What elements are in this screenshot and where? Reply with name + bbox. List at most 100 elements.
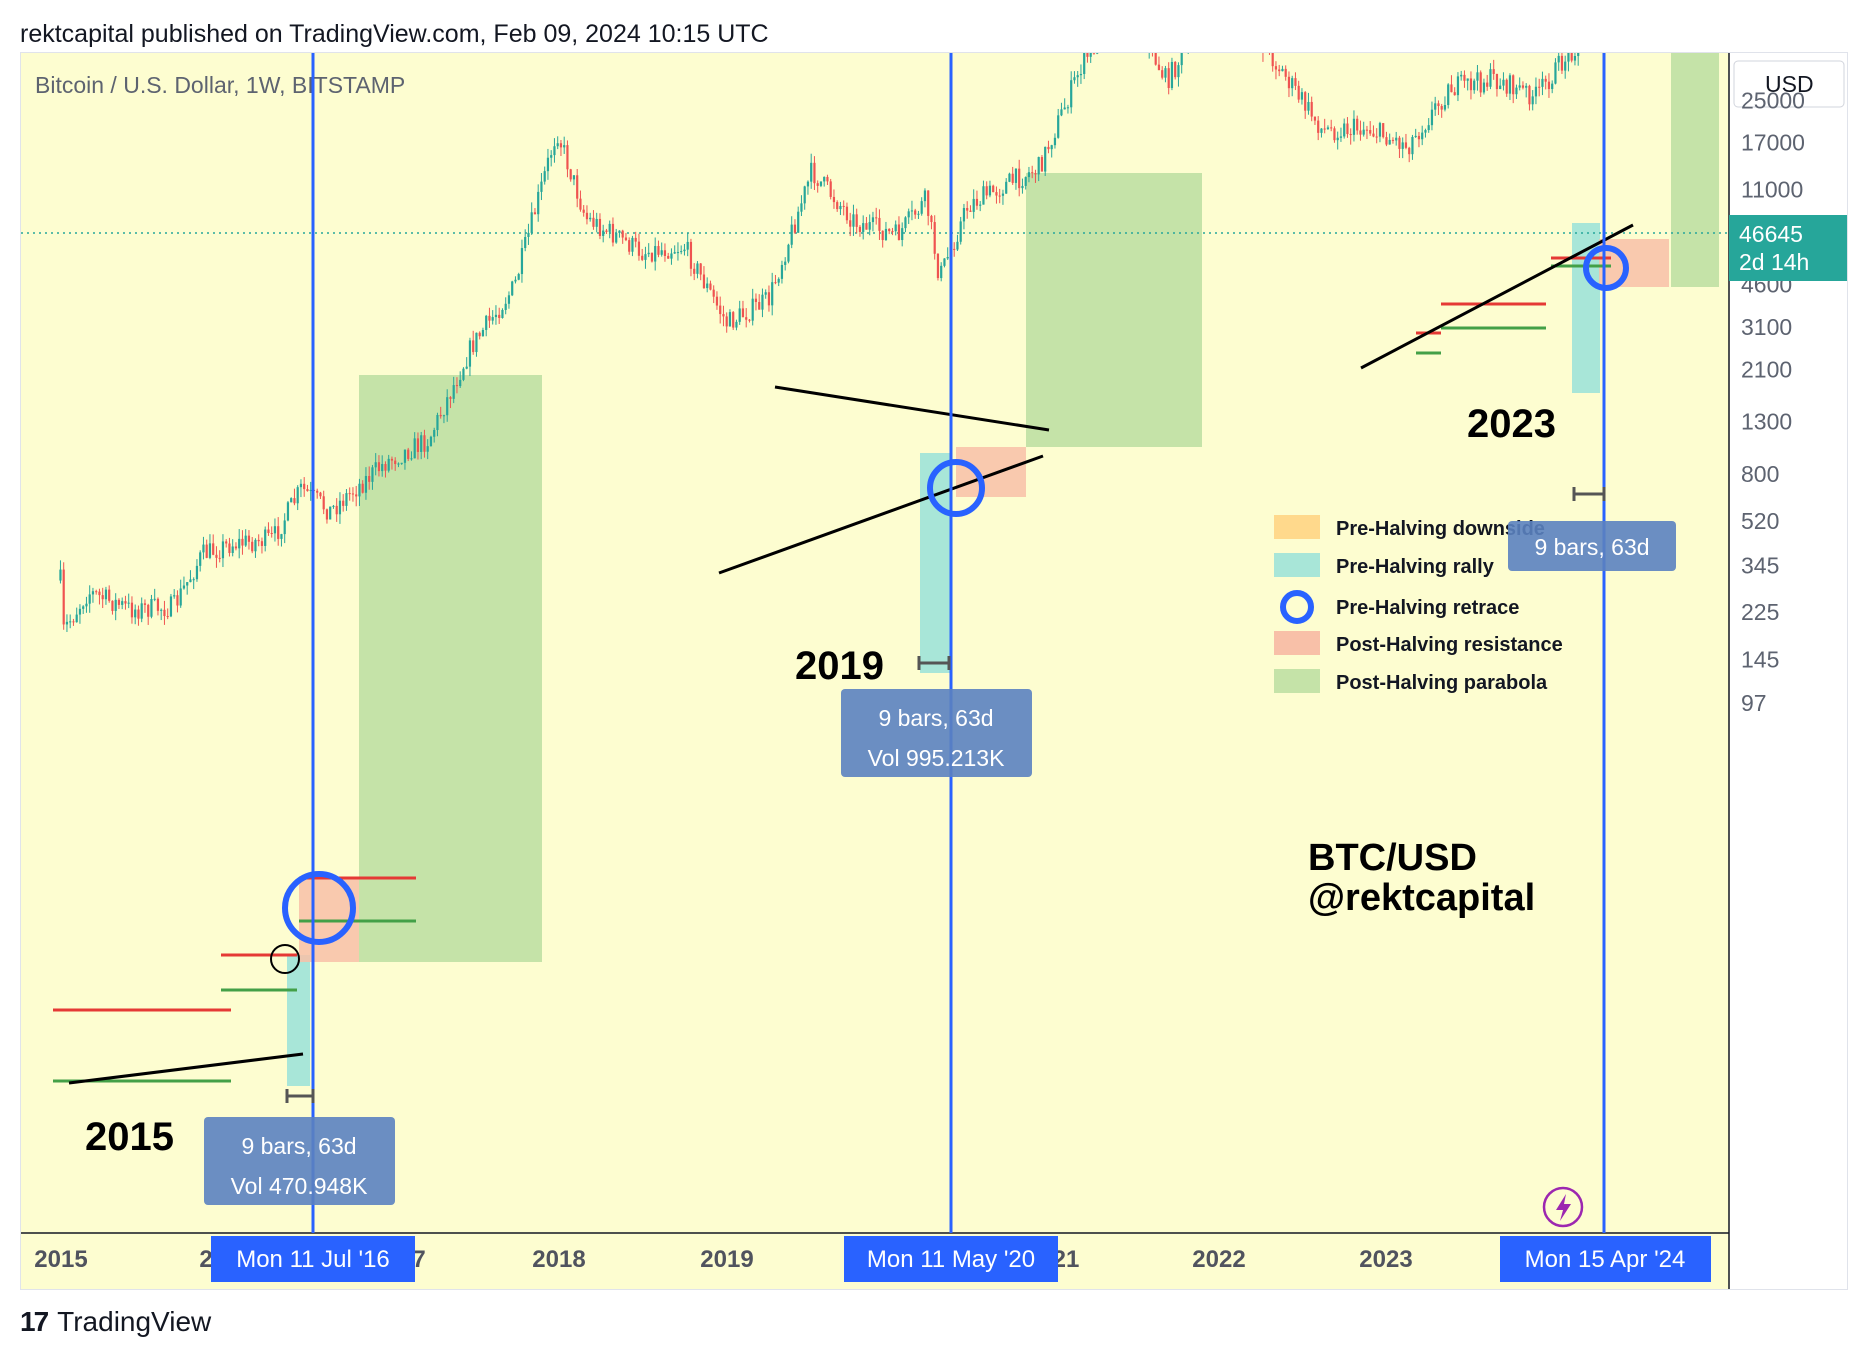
candle-body-296 — [1021, 185, 1024, 189]
candle-body-124 — [462, 368, 465, 380]
candle-body-123 — [459, 379, 462, 387]
candle-body-428 — [1450, 84, 1453, 93]
price-tick-0: 97 — [1741, 690, 1767, 716]
retrace-circles — [270, 245, 1629, 974]
post-halving-parabola-zone-2020 — [1026, 173, 1202, 447]
candle-body-287 — [992, 185, 995, 193]
time-tick-4: 2019 — [700, 1246, 753, 1273]
price-tick-12: 17000 — [1741, 129, 1805, 155]
legend: Pre-Halving downside Pre-Halving rally P… — [1274, 515, 1563, 694]
candle-body-166 — [598, 218, 602, 236]
candle-body-191 — [680, 251, 683, 253]
candle-body-382 — [1300, 92, 1304, 100]
candle-body-16 — [111, 600, 114, 611]
candle-body-412 — [1398, 137, 1401, 149]
price-chart[interactable]: Bitcoin / U.S. Dollar, 1W, BITSTAMP 2015… — [21, 53, 1848, 1290]
candle-body-20 — [124, 601, 127, 604]
measure-callout-2020-box — [841, 689, 1032, 777]
candle-body-421 — [1427, 125, 1430, 131]
candle-body-108 — [410, 458, 413, 460]
candle-body-21 — [127, 602, 130, 604]
candle-body-69 — [283, 520, 286, 535]
post-halving-parabola-zone-2016 — [359, 375, 542, 962]
candle-body-115 — [433, 430, 436, 437]
candle-body-267 — [927, 190, 930, 216]
candle-body-456 — [1541, 78, 1544, 87]
candle-body-33 — [166, 616, 169, 618]
candle-body-47 — [212, 543, 215, 555]
candle-body-385 — [1310, 101, 1313, 117]
candle-body-57 — [244, 535, 247, 546]
candle-body-152 — [553, 146, 556, 156]
candle-body-133 — [491, 317, 494, 321]
candle-body-52 — [228, 543, 231, 553]
measure-brackets — [285, 487, 1606, 1103]
candle-body-260 — [904, 217, 907, 229]
candle-body-134 — [494, 314, 498, 318]
candle-body-83 — [329, 506, 332, 520]
candle-body-153 — [556, 143, 559, 147]
candle-body-249 — [868, 222, 871, 230]
candle-body-85 — [335, 505, 338, 515]
candle-body-126 — [468, 340, 472, 367]
candle-body-292 — [1008, 173, 1011, 182]
candle-body-215 — [758, 302, 761, 310]
candle-body-175 — [628, 240, 631, 252]
footer: 17 TradingView — [20, 1306, 211, 1338]
halving-date-marker-2016: Mon 11 Jul '16 — [236, 1246, 390, 1273]
candle-body-343 — [1174, 61, 1177, 78]
candle-body-129 — [478, 332, 481, 337]
price-tick-3: 345 — [1741, 552, 1779, 578]
currency-button[interactable] — [1733, 60, 1845, 108]
candle-body-104 — [397, 463, 400, 465]
candle-body-23 — [134, 609, 137, 618]
candle-body-79 — [316, 490, 319, 493]
candle-body-405 — [1375, 136, 1378, 138]
candle-body-204 — [722, 314, 725, 317]
candle-body-229 — [803, 186, 806, 204]
price-axis[interactable]: USD 971452253455208001300210031004600700… — [1733, 53, 1845, 716]
candle-body-430 — [1456, 76, 1460, 96]
candle-body-55 — [238, 538, 241, 549]
candle-body-110 — [416, 438, 420, 452]
time-tick-7: 2023 — [1359, 1246, 1412, 1273]
legend-label-parabola: Post-Halving parabola — [1336, 672, 1548, 694]
candle-body-111 — [420, 435, 423, 452]
candle-body-209 — [738, 308, 741, 322]
cycle-label-2023: 2023 — [1467, 402, 1556, 446]
retrace-circle-2016 — [282, 871, 356, 945]
candle-body-319 — [1096, 53, 1099, 54]
candle-body-300 — [1034, 173, 1037, 175]
measure-callout-2024-bars: 9 bars, 63d — [1534, 534, 1649, 560]
candle-body-41 — [192, 579, 195, 581]
candle-body-279 — [966, 207, 969, 211]
candle-body-417 — [1414, 135, 1417, 137]
candle-body-145 — [530, 212, 533, 233]
candle-body-206 — [728, 312, 732, 327]
candle-body-53 — [231, 546, 234, 553]
candle-body-4 — [72, 621, 75, 623]
halving-date-marker-2020: Mon 11 May '20 — [867, 1246, 1035, 1273]
retrace-circle-2024 — [1583, 245, 1629, 291]
candle-body-289 — [998, 195, 1001, 197]
candle-body-259 — [901, 228, 904, 241]
candle-body-105 — [400, 462, 403, 464]
candle-body-386 — [1313, 116, 1317, 121]
candle-body-281 — [972, 198, 975, 212]
chart-title: Bitcoin / U.S. Dollar, 1W, BITSTAMP — [35, 72, 405, 98]
candle-body-444 — [1502, 79, 1505, 86]
price-tick-1: 145 — [1741, 646, 1779, 672]
chart-frame[interactable]: Bitcoin / U.S. Dollar, 1W, BITSTAMP 2015… — [20, 52, 1848, 1290]
candle-body-86 — [338, 500, 342, 515]
candle-body-438 — [1482, 82, 1486, 93]
candle-body-337 — [1154, 53, 1157, 65]
candle-body-46 — [208, 543, 212, 558]
candle-body-224 — [787, 244, 790, 262]
candle-body-198 — [702, 274, 706, 289]
candle-body-188 — [670, 253, 673, 259]
candle-body-221 — [777, 278, 780, 283]
candle-body-102 — [390, 458, 394, 461]
candle-body-403 — [1369, 130, 1372, 134]
lightning-icon[interactable] — [1542, 1186, 1584, 1228]
candle-body-231 — [810, 162, 813, 182]
